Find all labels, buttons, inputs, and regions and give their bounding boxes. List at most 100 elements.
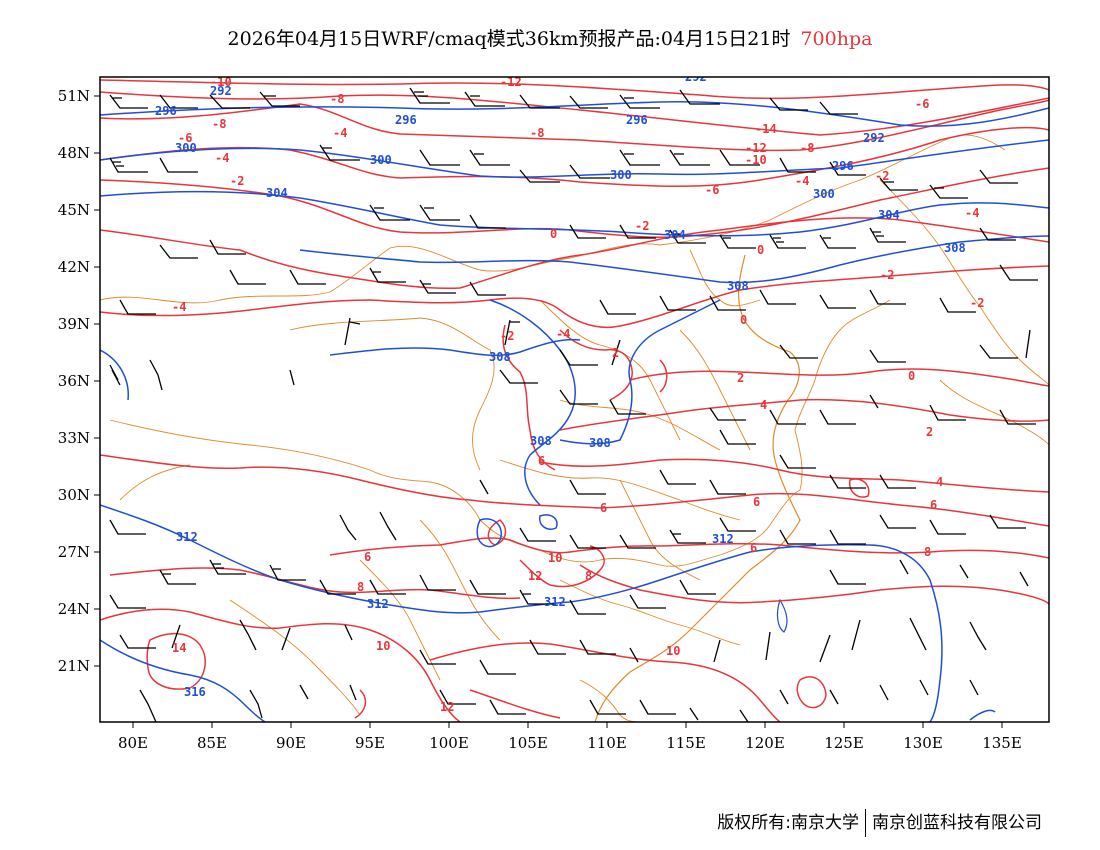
- temp-label: -6: [705, 183, 719, 197]
- longitude-axis: 80E 85E 90E 95E 100E 105E 110E 115E 120E…: [118, 722, 1022, 752]
- temp-label: -2: [500, 329, 514, 343]
- temp-label: 2: [612, 346, 619, 360]
- height-label: 304: [664, 228, 686, 242]
- province-borders: [100, 134, 1049, 722]
- lat-tick-label: 48N: [58, 144, 90, 162]
- temp-label: 0: [550, 227, 557, 241]
- lon-tick-label: 110E: [587, 734, 627, 752]
- height-label: 308: [589, 436, 611, 450]
- lat-tick-label: 39N: [58, 315, 90, 333]
- temp-label: -4: [215, 151, 229, 165]
- height-label: 304: [266, 186, 288, 200]
- temp-label: 4: [760, 398, 767, 412]
- temp-label: -4: [795, 174, 809, 188]
- temp-label: -2: [875, 169, 889, 183]
- temp-label: -10: [210, 75, 232, 89]
- height-label: 312: [367, 597, 389, 611]
- temp-label: -2: [880, 268, 894, 282]
- lat-tick-label: 21N: [58, 657, 90, 675]
- temp-label: -2: [635, 219, 649, 233]
- lat-tick-label: 30N: [58, 486, 90, 504]
- height-label: 296: [626, 113, 648, 127]
- temp-label: 12: [440, 700, 454, 714]
- copyright-text: 版权所有:南京大学: [717, 813, 859, 833]
- temp-label: -10: [745, 153, 767, 167]
- temp-label: -4: [556, 327, 570, 341]
- height-label: 312: [176, 530, 198, 544]
- lon-tick-label: 120E: [745, 734, 785, 752]
- temp-label: 8: [924, 545, 931, 559]
- temp-label: 0: [757, 243, 764, 257]
- lat-tick-label: 36N: [58, 372, 90, 390]
- temp-label: -6: [915, 97, 929, 111]
- lat-tick-label: 27N: [58, 543, 90, 561]
- lon-tick-label: 105E: [508, 734, 548, 752]
- temp-label: -6: [178, 131, 192, 145]
- lat-tick-label: 51N: [58, 87, 90, 105]
- temp-label: -2: [230, 174, 244, 188]
- temp-label: 0: [908, 369, 915, 383]
- temp-label: 6: [364, 550, 371, 564]
- temp-label: -8: [330, 92, 344, 106]
- height-contours: [100, 101, 1049, 722]
- coastline: [594, 254, 801, 722]
- temp-label: -4: [333, 126, 347, 140]
- lon-tick-label: 100E: [429, 734, 469, 752]
- height-label: 292: [685, 70, 707, 84]
- temp-label: 8: [357, 580, 364, 594]
- temp-label: -12: [745, 141, 767, 155]
- height-label: 300: [175, 141, 197, 155]
- temp-label: 6: [750, 541, 757, 555]
- height-label: 300: [813, 187, 835, 201]
- height-label: 296: [155, 104, 177, 118]
- height-label: 296: [832, 159, 854, 173]
- temp-label: 6: [753, 495, 760, 509]
- height-label: 304: [878, 208, 900, 222]
- temp-label: 4: [936, 475, 943, 489]
- footer-credits: 版权所有:南京大学 南京创蓝科技有限公司: [717, 808, 1042, 837]
- height-label: 300: [610, 168, 632, 182]
- footer-divider: [865, 809, 866, 837]
- lon-tick-label: 95E: [355, 734, 385, 752]
- map-frame: [99, 76, 1050, 723]
- height-label: 312: [544, 595, 566, 609]
- height-label: 308: [489, 350, 511, 364]
- temp-label: 14: [172, 641, 186, 655]
- temp-label: 0: [740, 313, 747, 327]
- height-label: 300: [370, 153, 392, 167]
- temp-label: 12: [528, 569, 542, 583]
- temperature-contours: [100, 79, 1049, 722]
- lon-tick-label: 90E: [276, 734, 306, 752]
- temp-label: 10: [548, 551, 562, 565]
- temp-label: 8: [585, 569, 592, 583]
- height-label: 296: [395, 113, 417, 127]
- title-main: 2026年04月15日WRF/cmaq模式36km预报产品:04月15日21时: [227, 28, 791, 50]
- temp-label: 6: [930, 498, 937, 512]
- height-label: 312: [712, 532, 734, 546]
- height-label: 292: [863, 131, 885, 145]
- latitude-axis: 51N 48N 45N 42N 39N 36N 33N 30N 27N 24N …: [58, 87, 100, 675]
- temp-label: -14: [755, 122, 777, 136]
- lat-tick-label: 24N: [58, 600, 90, 618]
- temp-label: -8: [530, 126, 544, 140]
- lon-tick-label: 130E: [903, 734, 943, 752]
- company-name: 南京创蓝科技有限公司: [872, 813, 1042, 833]
- lon-tick-label: 85E: [197, 734, 227, 752]
- height-label: 316: [184, 685, 206, 699]
- lon-tick-label: 125E: [824, 734, 864, 752]
- map-title: 2026年04月15日WRF/cmaq模式36km预报产品:04月15日21时 7…: [0, 24, 1100, 51]
- temp-label: -2: [970, 296, 984, 310]
- wind-barbs: [109, 87, 1038, 722]
- lon-tick-label: 115E: [666, 734, 706, 752]
- lon-tick-label: 80E: [118, 734, 148, 752]
- temp-label: -12: [500, 75, 522, 89]
- temp-label: 6: [538, 454, 545, 468]
- temp-label: 10: [666, 644, 680, 658]
- height-labels: 292 292 292 296 296 296 296 300 300 300 …: [155, 70, 966, 699]
- pressure-level: 700hpa: [800, 28, 873, 50]
- temp-label: 10: [376, 639, 390, 653]
- lon-tick-label: 135E: [982, 734, 1022, 752]
- temp-label: -4: [172, 300, 186, 314]
- height-label: 308: [727, 279, 749, 293]
